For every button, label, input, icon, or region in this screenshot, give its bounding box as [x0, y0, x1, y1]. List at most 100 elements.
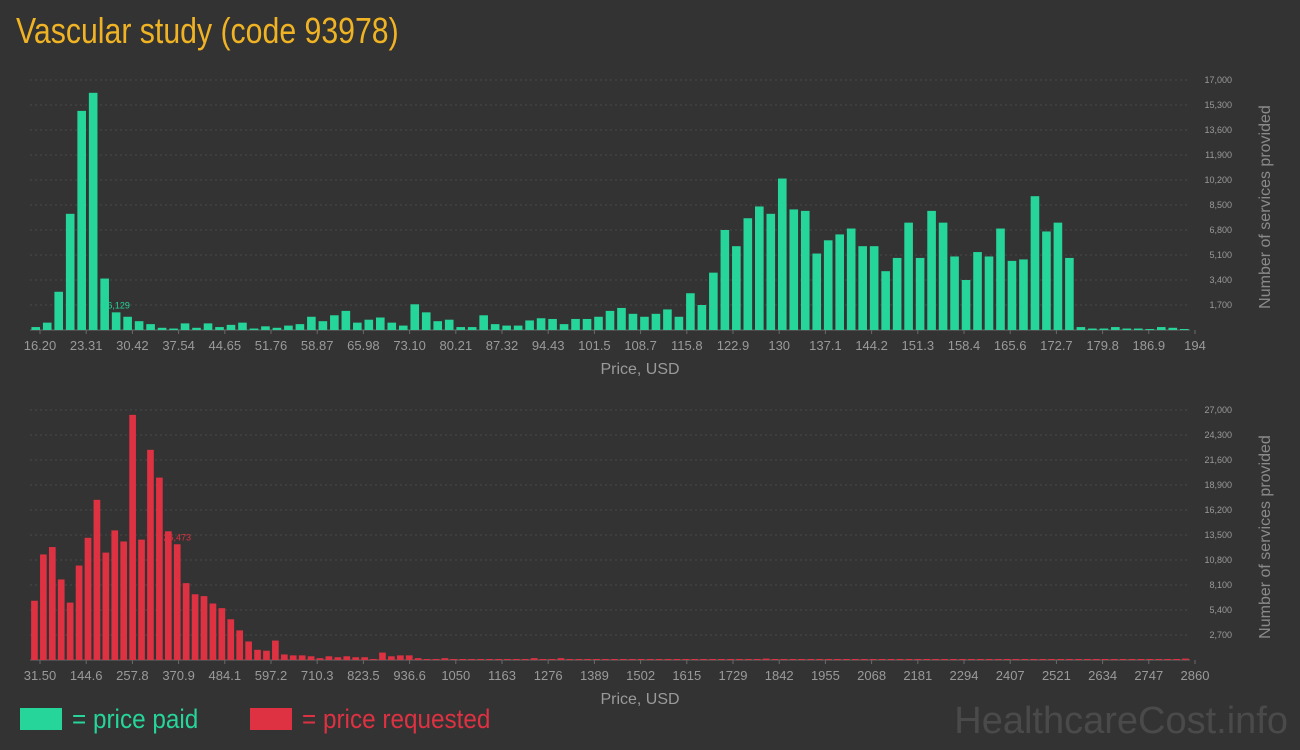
chart-paid-bar — [169, 328, 178, 330]
chart-requested-bar — [396, 655, 404, 660]
chart-paid-ytick-label: 3,400 — [1209, 275, 1232, 285]
chart-paid-bar — [1053, 222, 1063, 330]
chart-paid-bar — [77, 110, 86, 330]
chart-paid-bar — [812, 253, 822, 330]
chart-requested-bar — [147, 449, 154, 660]
chart-requested-bar — [727, 659, 734, 660]
chart-requested-bar — [611, 659, 618, 660]
chart-paid-peak-label: 16,129 — [102, 300, 130, 310]
chart-requested-xtick-label: 823.5 — [347, 668, 380, 683]
chart-requested-bar — [1066, 659, 1073, 660]
chart-paid-bar — [732, 246, 741, 330]
chart-paid-bar — [617, 307, 626, 330]
chart-paid-bar — [54, 291, 64, 330]
chart-paid-bar — [341, 310, 351, 330]
chart-requested-bar — [405, 655, 413, 660]
chart-paid-bar — [238, 322, 247, 330]
chart-paid-bar — [1042, 231, 1051, 330]
chart-requested-bar — [468, 659, 476, 660]
chart-paid-xtick-label: 172.7 — [1040, 338, 1073, 353]
chart-requested-bar — [896, 659, 904, 660]
chart-paid-bar — [1099, 328, 1109, 330]
chart-paid-bar — [800, 210, 810, 330]
chart-paid-xtick-label: 94.43 — [532, 338, 565, 353]
chart-requested-bar — [744, 659, 752, 660]
chart-paid-bar — [605, 310, 615, 330]
chart-paid-xtick-label: 23.31 — [70, 338, 103, 353]
chart-requested-bar — [227, 619, 235, 660]
chart-requested-ytick-label: 24,300 — [1204, 430, 1232, 440]
chart-requested-bar — [307, 656, 315, 660]
chart-requested-bar — [780, 659, 788, 660]
chart-requested-bar — [1021, 659, 1029, 660]
chart-paid-bar — [1088, 328, 1097, 330]
chart-paid-bar — [157, 327, 167, 330]
chart-requested-bar — [1110, 659, 1118, 660]
chart-paid-bar — [1030, 196, 1040, 330]
chart-paid-bar — [1019, 259, 1028, 330]
chart-requested-xtick-label: 2521 — [1042, 668, 1071, 683]
chart-requested-bar — [1182, 658, 1189, 660]
chart-paid-ytick-label: 10,200 — [1204, 175, 1232, 185]
chart-paid-bar — [640, 316, 649, 330]
chart-paid-bar — [456, 327, 465, 330]
chart-requested-bar — [325, 656, 333, 660]
chart-requested-bar — [762, 658, 770, 660]
chart-paid-bar — [65, 213, 75, 330]
chart-requested-xtick-label: 1389 — [580, 668, 609, 683]
chart-requested-bar — [602, 659, 609, 660]
chart-requested-bar — [816, 659, 824, 660]
chart-paid-bar — [548, 318, 557, 330]
chart-paid-bar — [950, 256, 959, 330]
chart-requested-bar — [379, 652, 386, 660]
chart-requested-xtick-label: 936.6 — [393, 668, 426, 683]
chart-paid-bar — [249, 328, 259, 330]
chart-requested-ytick-label: 16,200 — [1204, 505, 1232, 515]
chart-paid-bar — [709, 272, 718, 330]
chart-paid-bar — [984, 256, 994, 330]
chart-requested-bar — [486, 659, 493, 660]
chart-paid-bar — [1168, 327, 1178, 330]
chart-requested-bar — [111, 530, 119, 660]
chart-paid-bar — [375, 317, 385, 330]
chart-paid-bar — [215, 327, 224, 330]
chart-paid-bar — [789, 209, 799, 330]
chart-paid-xtick-label: 179.8 — [1086, 338, 1119, 353]
chart-requested-bar — [1137, 659, 1145, 660]
chart-title: Vascular study (code 93978) — [16, 10, 399, 51]
chart-paid-xtick-label: 37.54 — [162, 338, 195, 353]
chart-requested-bar — [120, 541, 128, 660]
chart-requested-peak-label: 26,473 — [163, 532, 191, 542]
chart-paid-xtick-label: 30.42 — [116, 338, 149, 353]
chart-paid-xtick-label: 16.20 — [24, 338, 57, 353]
chart-requested-bar — [263, 650, 270, 660]
chart-requested-bar — [388, 656, 395, 660]
chart-requested-bar — [914, 659, 922, 660]
chart-requested-bar — [504, 659, 511, 660]
chart-requested-bar — [869, 659, 877, 660]
chart-requested-bar — [414, 658, 422, 660]
chart-requested-bar — [129, 414, 136, 660]
chart-paid-bar — [307, 316, 316, 330]
chart-requested-bar — [1039, 659, 1047, 660]
chart-paid-bar — [295, 324, 305, 330]
chart-paid-bar — [594, 316, 603, 330]
chart-requested-bar — [1101, 659, 1109, 660]
chart-paid-bar — [973, 252, 982, 330]
chart-paid-bar — [1134, 328, 1143, 330]
chart-requested-bar — [620, 659, 627, 660]
chart-requested-bar — [102, 552, 110, 660]
chart-paid-xtick-label: 51.76 — [255, 338, 288, 353]
chart-paid-xaxis-title: Price, USD — [600, 361, 679, 378]
chart-requested-bar — [584, 659, 592, 660]
chart-requested-bar — [191, 594, 199, 660]
chart-requested-bar — [655, 659, 663, 660]
chart-paid-bar — [502, 325, 511, 330]
chart-paid-xtick-label: 122.9 — [717, 338, 750, 353]
chart-paid-xtick-label: 144.2 — [855, 338, 888, 353]
chart-paid-xtick-label: 194 — [1184, 338, 1206, 353]
chart-paid-bar — [755, 206, 764, 330]
chart-requested-bar — [138, 539, 145, 660]
chart-requested-bar — [637, 659, 645, 660]
